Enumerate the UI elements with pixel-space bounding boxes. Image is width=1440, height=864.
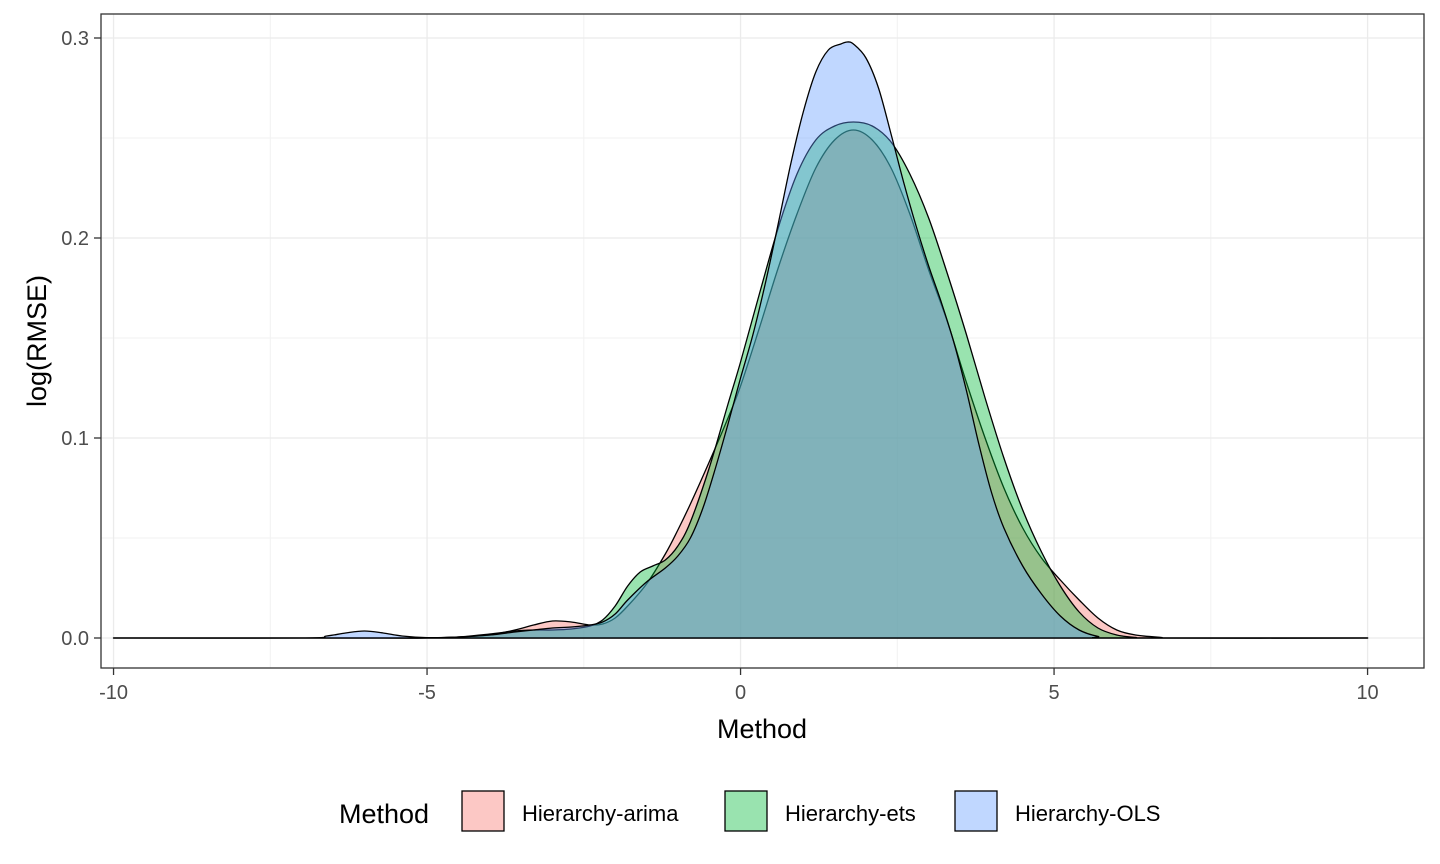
x-tick-label: 10: [1356, 682, 1378, 704]
x-tick-label: -10: [99, 682, 128, 704]
panel-border: [100, 13, 1425, 669]
panel-background: [101, 14, 1424, 668]
density-area-hierarchy-ols: [112, 41, 1369, 639]
axis-ticks: -10 -5 0 5 10 0.0 0.1 0.2 0.3: [61, 28, 1379, 704]
legend-label-hierarchy-ets: Hierarchy-ets: [785, 801, 916, 826]
y-axis-title: log(RMSE): [22, 275, 52, 407]
y-tick-label: 0.1: [61, 428, 89, 450]
density-areas: [112, 41, 1369, 639]
legend-key-hierarchy-arima: [461, 790, 505, 832]
y-tick-label: 0.2: [61, 228, 89, 250]
grid-lines: [101, 14, 1424, 668]
density-area-hierarchy-arima: [112, 129, 1369, 639]
legend-key-hierarchy-ets: [724, 790, 768, 832]
legend-label-hierarchy-ols: Hierarchy-OLS: [1015, 801, 1160, 826]
x-tick-label: -5: [418, 682, 436, 704]
y-tick-label: 0.0: [61, 628, 89, 650]
legend: Method Hierarchy-arima Hierarchy-ets Hiera…: [339, 790, 1160, 832]
legend-key-hierarchy-ols: [954, 790, 998, 832]
x-tick-label: 0: [735, 682, 746, 704]
legend-title: Method: [339, 799, 429, 829]
y-tick-label: 0.3: [61, 28, 89, 50]
legend-label-hierarchy-arima: Hierarchy-arima: [522, 801, 679, 826]
x-tick-label: 5: [1048, 682, 1059, 704]
x-axis-title: Method: [717, 714, 807, 744]
